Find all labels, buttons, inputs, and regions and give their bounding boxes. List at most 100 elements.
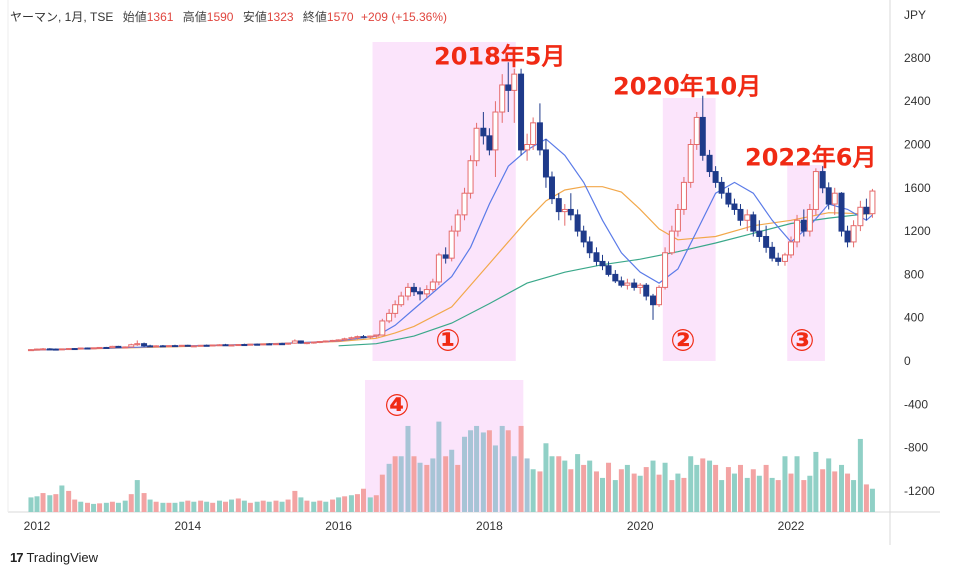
candle-body [838, 192, 845, 232]
volume-bar [436, 421, 442, 512]
volume-bar [788, 473, 794, 512]
volume-bar [807, 475, 813, 512]
volume-bar [405, 425, 411, 512]
candle-body [77, 347, 84, 350]
candle-body [530, 122, 537, 145]
tradingview-footer[interactable]: 17 TradingView [10, 550, 98, 565]
candle-body [171, 345, 178, 348]
candle-body [769, 246, 776, 259]
candle-body [165, 345, 172, 348]
volume-bar [782, 456, 788, 512]
volume-bar [66, 490, 72, 512]
candle-body [46, 348, 53, 351]
candle-body [228, 344, 235, 347]
volume-bar [719, 480, 725, 512]
candle-body [486, 135, 493, 151]
candle-body [706, 154, 713, 173]
candle-body [128, 344, 135, 348]
volume-bar [486, 430, 492, 512]
annotation-label: ③ [789, 324, 814, 359]
close-label: 終値 [302, 10, 327, 24]
volume-bar [669, 480, 675, 512]
candle-body [505, 84, 512, 91]
x-tick-label: 2016 [325, 519, 352, 533]
volume-bar [869, 488, 875, 512]
candle-body [141, 343, 148, 347]
candle-body [555, 198, 562, 213]
candle-body [631, 282, 638, 288]
annotation-label: ① [435, 324, 460, 359]
volume-bar [191, 501, 197, 512]
volume-bar [826, 458, 832, 512]
x-tick-label: 2020 [627, 519, 654, 533]
candle-body [373, 334, 380, 337]
volume-bar [185, 500, 191, 512]
candle-body [863, 206, 870, 215]
volume-bar [311, 501, 317, 512]
candle-body [322, 340, 329, 343]
candle-body [291, 340, 298, 344]
volume-bar [794, 456, 800, 512]
candle-body [115, 345, 122, 348]
volume-bar [141, 493, 147, 512]
low-label: 安値 [242, 10, 267, 24]
volume-bar [398, 456, 404, 512]
candle-body [254, 343, 261, 346]
tradingview-logo-icon: 17 [10, 550, 24, 565]
candle-body [599, 260, 606, 267]
volume-bar [499, 425, 505, 512]
candle-body [586, 241, 593, 254]
y-tick-label: 2400 [904, 94, 931, 108]
volume-bar [650, 460, 656, 512]
volume-bar [223, 501, 228, 512]
volume-bar [587, 460, 593, 512]
volume-bar [386, 463, 392, 512]
candle-body [542, 149, 549, 178]
volume-bar [179, 501, 185, 512]
volume-bar [373, 495, 379, 512]
candle-body [354, 336, 361, 339]
annotation-label: ④ [384, 389, 409, 424]
currency-label: JPY [904, 8, 926, 22]
volume-bar [863, 484, 869, 512]
candle-body [392, 304, 399, 314]
volume-bar [593, 471, 599, 512]
candle-body [178, 344, 185, 347]
volume-bar [266, 501, 272, 512]
candle-body [612, 273, 619, 282]
volume-bar [775, 480, 781, 512]
volume-bar [254, 501, 260, 512]
candle-body [857, 206, 864, 227]
candle-body [574, 214, 581, 232]
candle-body [763, 236, 770, 248]
volume-bar [273, 500, 279, 512]
volume-bar [59, 485, 65, 512]
volume-bar [449, 449, 455, 512]
candle-body [442, 254, 449, 259]
candle-body [147, 345, 154, 348]
volume-bar [134, 480, 140, 512]
y-tick-label: 0 [904, 354, 911, 368]
volume-bar [556, 456, 562, 512]
close-value: 1570 [326, 10, 354, 24]
candle-body [511, 73, 518, 91]
volume-bar [851, 480, 857, 512]
volume-bar [675, 473, 681, 512]
candle-body [27, 349, 34, 352]
volume-bar [505, 430, 511, 512]
volume-bar [581, 464, 587, 512]
candle-body [536, 122, 543, 151]
volume-bar [122, 500, 128, 512]
candle-body [831, 192, 838, 205]
candle-body [492, 111, 499, 151]
y-tick-label: -800 [904, 441, 928, 455]
price-chart[interactable]: 2800 2400 2000 1600 1200 800 400 0 -400 -800 -1200… [0, 0, 960, 545]
candle-body [788, 241, 794, 256]
candle-body [367, 335, 374, 338]
candle-body [184, 344, 191, 347]
symbol-header: ヤーマン, 1月, TSE 始値1361 高値1590 安値1323 終値157… [10, 8, 447, 25]
volume-bar [813, 451, 819, 512]
candle-body [398, 295, 405, 306]
candle-body [209, 344, 216, 347]
candle-body [662, 252, 669, 288]
